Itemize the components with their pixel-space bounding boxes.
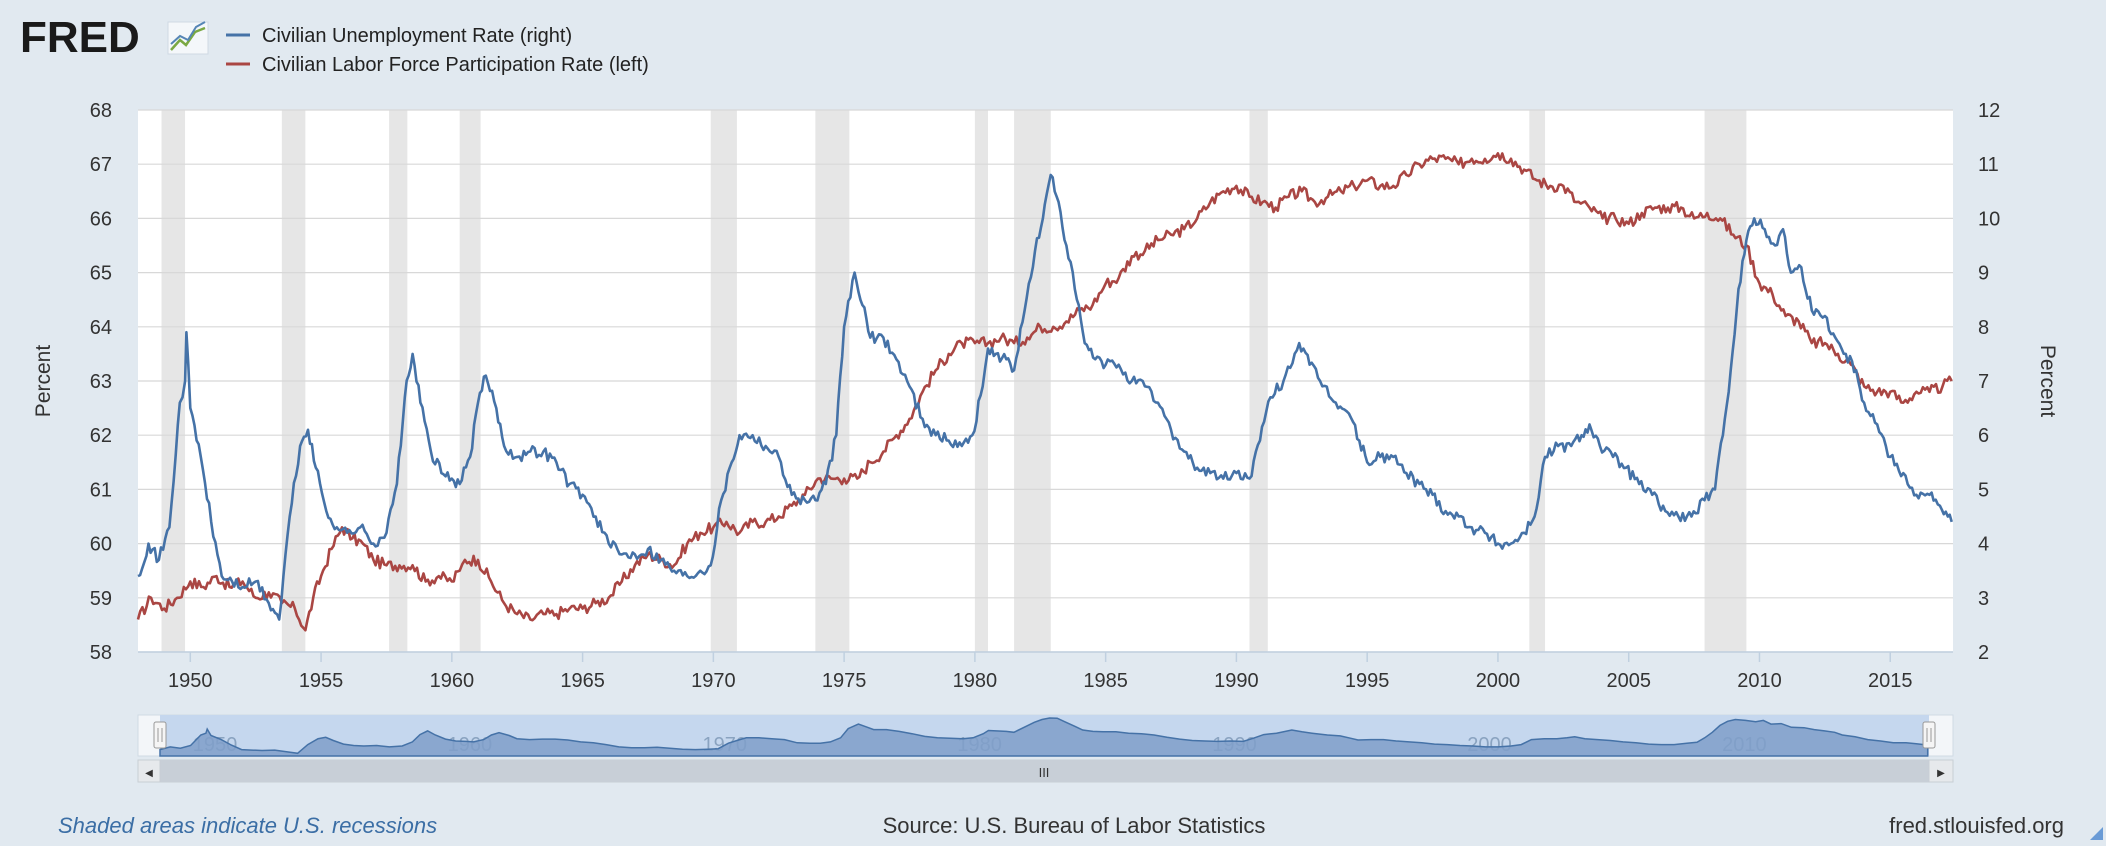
series-line-unemployment bbox=[137, 173, 1953, 621]
x-tick-label: 1970 bbox=[691, 670, 736, 692]
right-tick-label: 12 bbox=[1978, 100, 2000, 122]
x-tick-label: 1990 bbox=[1214, 670, 1259, 692]
scroll-left-button[interactable]: ◀ bbox=[137, 759, 161, 783]
left-tick-label: 59 bbox=[90, 588, 112, 610]
x-tick-label: 2005 bbox=[1606, 670, 1651, 692]
x-tick-label: 1955 bbox=[299, 670, 344, 692]
x-tick-label: 1960 bbox=[430, 670, 475, 692]
legend-label-participation: Civilian Labor Force Participation Rate … bbox=[262, 54, 649, 76]
left-tick-label: 68 bbox=[90, 100, 112, 122]
left-tick-label: 62 bbox=[90, 425, 112, 447]
left-tick-label: 58 bbox=[90, 642, 112, 664]
navigator-series-area bbox=[159, 717, 1929, 757]
left-tick-label: 61 bbox=[90, 479, 112, 501]
scrollbar[interactable]: III ◀ ▶ bbox=[137, 759, 1954, 783]
x-tick-label: 2000 bbox=[1476, 670, 1521, 692]
right-axis-title: Percent bbox=[2036, 345, 2059, 418]
x-tick-label: 2010 bbox=[1737, 670, 1782, 692]
right-tick-label: 5 bbox=[1978, 479, 1989, 501]
series-line-participation bbox=[136, 152, 1953, 632]
legend-item-participation[interactable]: Civilian Labor Force Participation Rate … bbox=[226, 54, 649, 76]
left-tick-label: 67 bbox=[90, 154, 112, 176]
left-tick-label: 63 bbox=[90, 371, 112, 393]
resize-corner-icon[interactable] bbox=[2090, 827, 2103, 840]
source-text: Source: U.S. Bureau of Labor Statistics bbox=[883, 813, 1266, 838]
x-tick-label: 2015 bbox=[1868, 670, 1913, 692]
range-navigator[interactable]: 1950196019701980199020002010 bbox=[137, 714, 1954, 757]
right-tick-label: 6 bbox=[1978, 425, 1989, 447]
legend-item-unemployment[interactable]: Civilian Unemployment Rate (right) bbox=[226, 25, 572, 47]
right-tick-label: 11 bbox=[1978, 154, 1999, 176]
x-tick-label: 1965 bbox=[560, 670, 605, 692]
x-tick-label: 1985 bbox=[1083, 670, 1128, 692]
scrollbar-grip: III bbox=[1039, 765, 1050, 780]
x-tick-label: 1995 bbox=[1345, 670, 1390, 692]
left-tick-label: 60 bbox=[90, 534, 112, 556]
x-axis-ticks: 1950 1955 1960 1965 1970 1975 1980 1985 1990 1995… bbox=[168, 652, 1912, 692]
right-tick-label: 8 bbox=[1978, 317, 1989, 339]
series-layer bbox=[136, 152, 1953, 632]
right-tick-label: 10 bbox=[1978, 208, 2000, 230]
left-axis-ticks: 58 59 60 61 62 63 64 65 66 67 68 bbox=[90, 100, 112, 664]
left-axis-title: Percent bbox=[32, 345, 55, 418]
fred-logo[interactable]: FRED bbox=[20, 13, 209, 62]
left-tick-label: 64 bbox=[90, 317, 112, 339]
chevron-right-icon: ▶ bbox=[1937, 768, 1945, 779]
fred-chart-icon bbox=[167, 21, 209, 55]
right-tick-label: 7 bbox=[1978, 371, 1989, 393]
right-tick-label: 3 bbox=[1978, 588, 1989, 610]
right-tick-label: 4 bbox=[1978, 534, 1989, 556]
fred-logo-text: FRED bbox=[20, 13, 140, 62]
site-link[interactable]: fred.stlouisfed.org bbox=[1889, 813, 2064, 838]
navigator-right-handle[interactable] bbox=[1922, 721, 1936, 749]
navigator-left-handle[interactable] bbox=[153, 721, 167, 749]
x-tick-label: 1980 bbox=[953, 670, 998, 692]
right-axis-ticks: 2 3 4 5 6 7 8 9 10 11 12 bbox=[1978, 100, 2000, 664]
legend-label-unemployment: Civilian Unemployment Rate (right) bbox=[262, 25, 572, 47]
right-tick-label: 2 bbox=[1978, 642, 1989, 664]
left-tick-label: 65 bbox=[90, 263, 112, 285]
right-tick-label: 9 bbox=[1978, 263, 1989, 285]
recession-note: Shaded areas indicate U.S. recessions bbox=[58, 813, 437, 838]
x-tick-label: 1950 bbox=[168, 670, 213, 692]
scrollbar-thumb[interactable] bbox=[160, 760, 1929, 782]
x-tick-label: 1975 bbox=[822, 670, 867, 692]
left-tick-label: 66 bbox=[90, 208, 112, 230]
chevron-left-icon: ◀ bbox=[145, 768, 153, 779]
scroll-right-button[interactable]: ▶ bbox=[1928, 759, 1954, 783]
legend: Civilian Unemployment Rate (right) Civil… bbox=[226, 25, 649, 76]
